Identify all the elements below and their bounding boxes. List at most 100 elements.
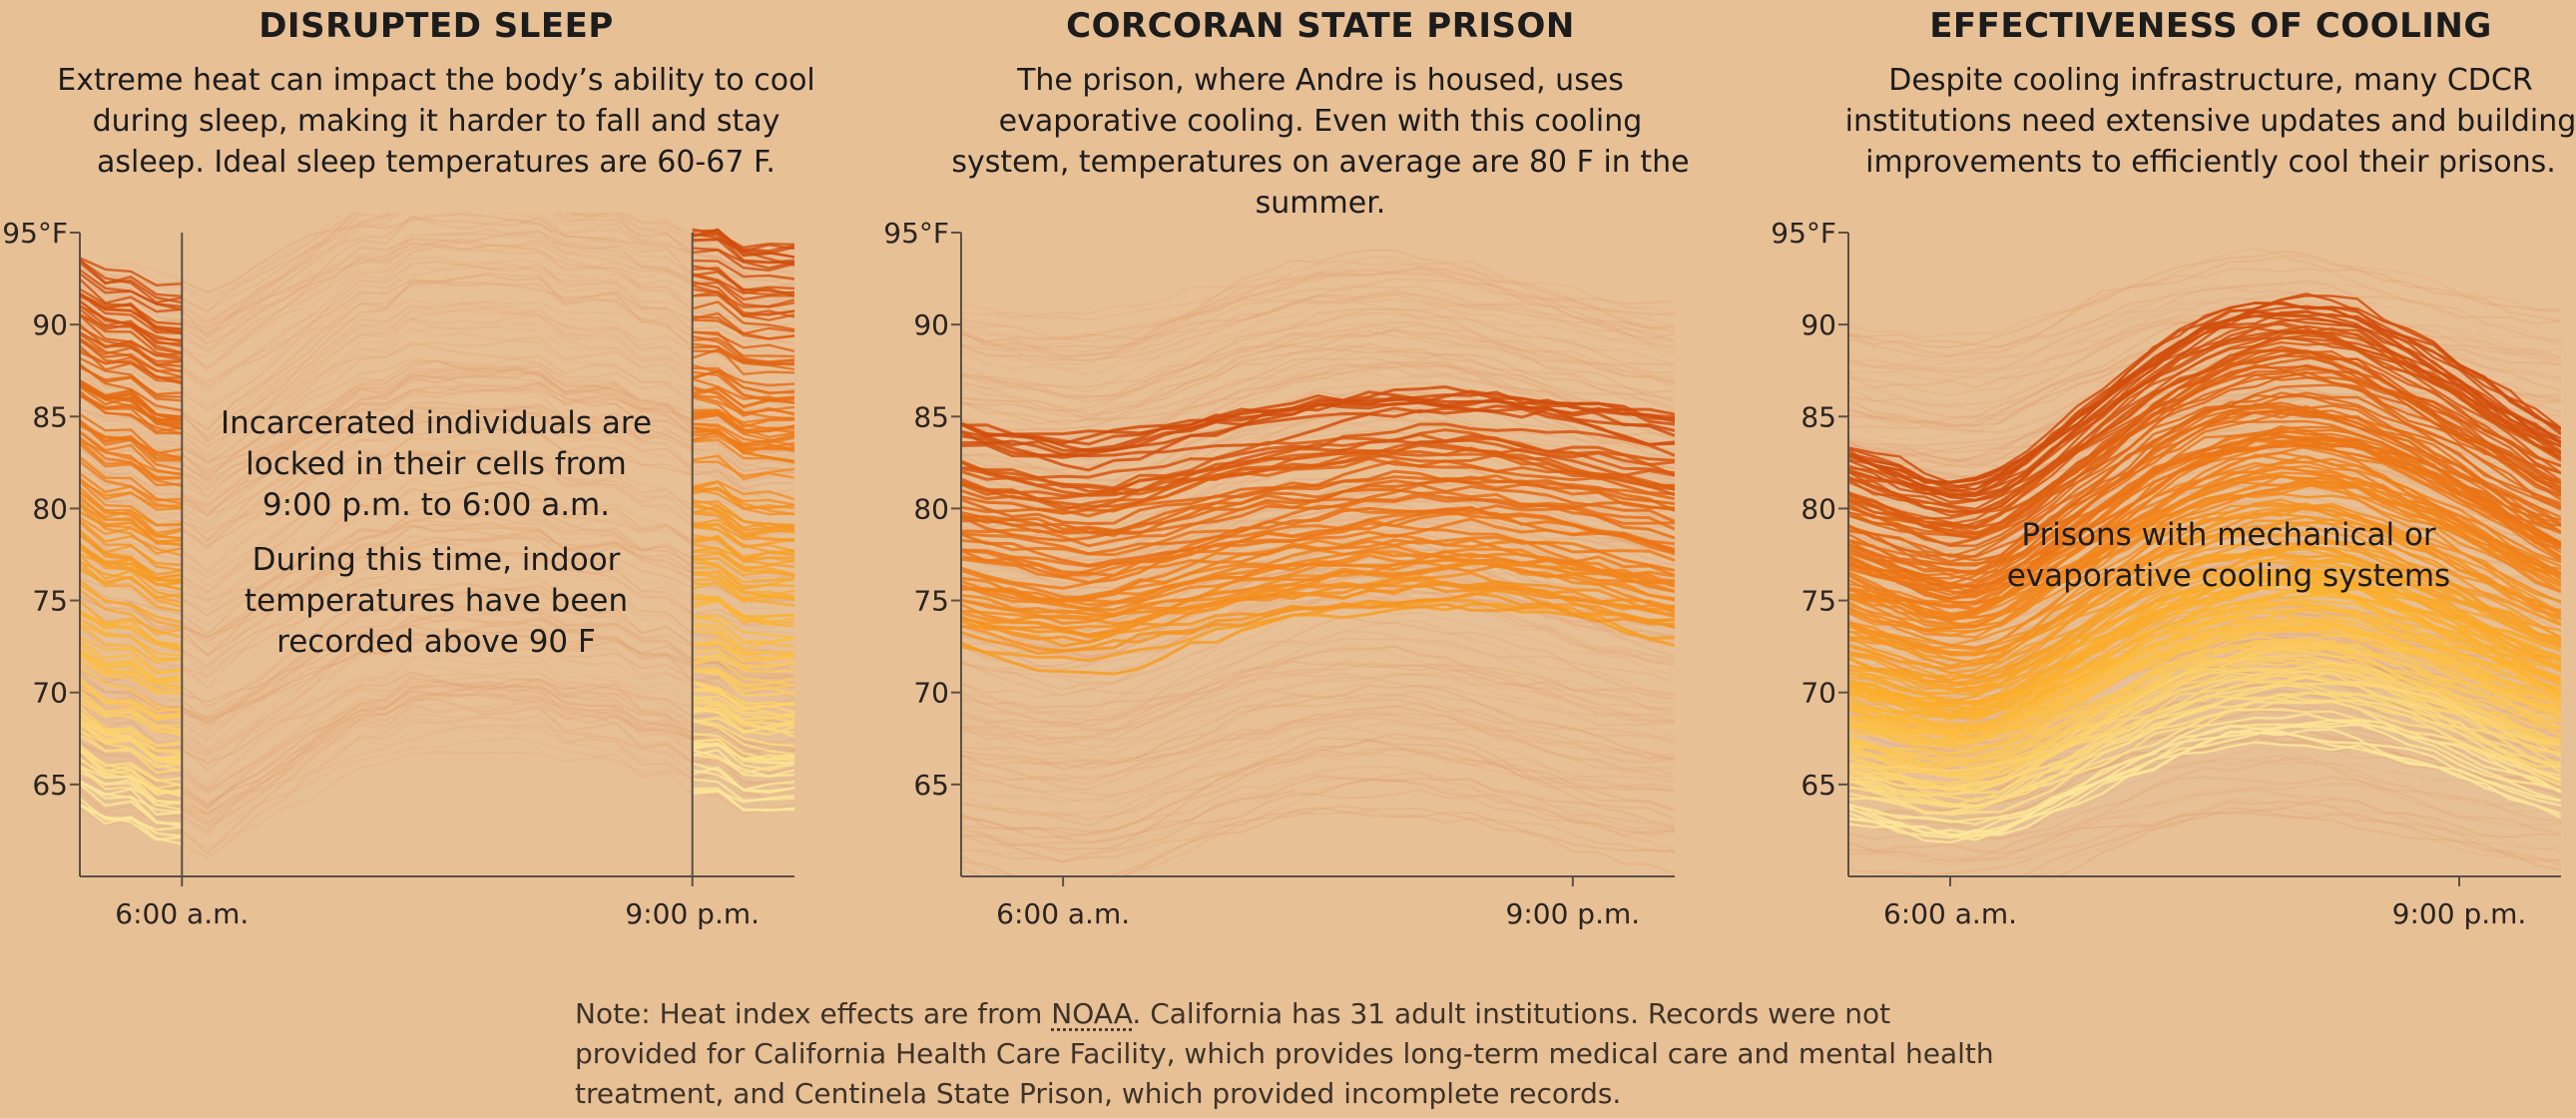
series-line-faint (80, 230, 794, 371)
series-line-faint (80, 681, 794, 829)
series-line-faint (961, 256, 1675, 319)
y-tick-label: 65 (1801, 769, 1836, 802)
y-tick-label: 70 (32, 677, 68, 710)
series-line-faint (80, 381, 794, 525)
series-line-faint (80, 365, 794, 477)
panel-title: EFFECTIVENESS OF COOLING (1929, 6, 2492, 46)
series-line-faint (961, 268, 1675, 371)
series-line-highlight (1848, 530, 2561, 679)
series-line-highlight (961, 561, 1675, 625)
series-line-faint (961, 615, 1675, 728)
series-line-faint (961, 733, 1675, 843)
series-line-faint (80, 598, 794, 742)
series-line-faint (80, 697, 794, 805)
series-line-highlight (1848, 680, 2561, 803)
series-line-faint (961, 307, 1675, 397)
y-tick-label: 90 (913, 308, 949, 341)
series-line-faint (961, 482, 1675, 581)
series-line-faint (80, 586, 794, 727)
series-line-highlight (1848, 391, 2561, 559)
series-line-highlight (961, 443, 1675, 511)
x-tick-label: 6:00 a.m. (996, 897, 1130, 930)
series-line-faint (80, 216, 794, 345)
series-line-faint (961, 518, 1675, 590)
series-line-faint (80, 540, 794, 647)
series-line-faint (80, 388, 794, 544)
y-tick-label: 80 (1801, 492, 1836, 525)
series-line-faint (1848, 798, 2561, 854)
series-line-faint (961, 360, 1675, 461)
series-line-highlight (1848, 333, 2561, 506)
series-line-faint (80, 366, 794, 498)
series-line-faint (80, 532, 794, 690)
series-line-faint (961, 751, 1675, 818)
series-line-faint (80, 726, 794, 825)
series-line-highlight (961, 549, 1675, 607)
series-line-faint (80, 683, 794, 792)
series-line-faint (1848, 385, 2561, 454)
series-line-faint (80, 375, 794, 491)
series-line-highlight (1848, 646, 2561, 762)
series-line-faint (1848, 787, 2561, 862)
y-tick-label: 65 (32, 769, 68, 802)
series-line-highlight (1848, 349, 2561, 536)
x-tick-label: 6:00 a.m. (1883, 897, 2017, 930)
series-line-faint (80, 532, 794, 638)
series-line-faint (80, 617, 794, 703)
series-line-faint (961, 249, 1675, 349)
series-line-faint (961, 716, 1675, 782)
series-line-highlight (961, 469, 1675, 518)
series-line-faint (80, 278, 794, 390)
panel-description: Extreme heat can impact the body’s abili… (57, 63, 815, 180)
series-line-highlight (1848, 560, 2561, 704)
series-line-highlight (1848, 731, 2561, 841)
series-line-highlight (1848, 556, 2561, 696)
series-line-highlight (1848, 676, 2561, 793)
series-line-highlight (1848, 310, 2561, 484)
series-line-faint (80, 213, 794, 325)
series-line-faint (80, 364, 794, 517)
series-line-faint (1848, 730, 2561, 826)
series-line-faint (961, 502, 1675, 572)
series-line-faint (961, 772, 1675, 876)
series-line-faint (1848, 293, 2561, 411)
series-line-faint (961, 380, 1675, 478)
series-line-highlight (1848, 719, 2561, 838)
series-line-faint (80, 452, 794, 571)
series-line-faint (80, 578, 794, 711)
series-line-highlight (1848, 543, 2561, 688)
series-line-faint (961, 498, 1675, 565)
series-line-highlight (1848, 455, 2561, 621)
series-line-faint (80, 300, 794, 466)
series-line-faint (80, 241, 794, 394)
series-line-highlight (961, 487, 1675, 533)
series-line-faint (961, 705, 1675, 765)
series-line-faint (961, 712, 1675, 786)
series-line-faint (80, 238, 794, 370)
series-line-faint (80, 259, 794, 426)
series-line-faint (80, 684, 794, 758)
series-line-highlight (961, 406, 1675, 472)
series-line-faint (961, 278, 1675, 341)
series-line-faint (80, 302, 794, 440)
series-line-highlight (961, 517, 1675, 585)
series-line-faint (80, 228, 794, 323)
series-line-faint (1848, 247, 2561, 339)
series-line-faint (80, 612, 794, 767)
noaa-link[interactable]: NOAA (1051, 997, 1133, 1030)
panel-header-sleep: DISRUPTED SLEEP Extreme heat can impact … (57, 0, 815, 183)
series-line-faint (961, 660, 1675, 732)
series-line-faint (961, 291, 1675, 362)
series-line-faint (1848, 734, 2561, 825)
series-line-faint (80, 612, 794, 735)
series-line-faint (80, 497, 794, 612)
series-line-highlight (1848, 634, 2561, 766)
series-line-faint (80, 369, 794, 490)
series-line-faint (80, 261, 794, 411)
series-line-faint (961, 269, 1675, 342)
series-line-highlight (1848, 329, 2561, 514)
series-line-faint (80, 371, 794, 474)
series-line-faint (961, 347, 1675, 420)
series-line-faint (80, 256, 794, 358)
series-line-faint (80, 549, 794, 667)
